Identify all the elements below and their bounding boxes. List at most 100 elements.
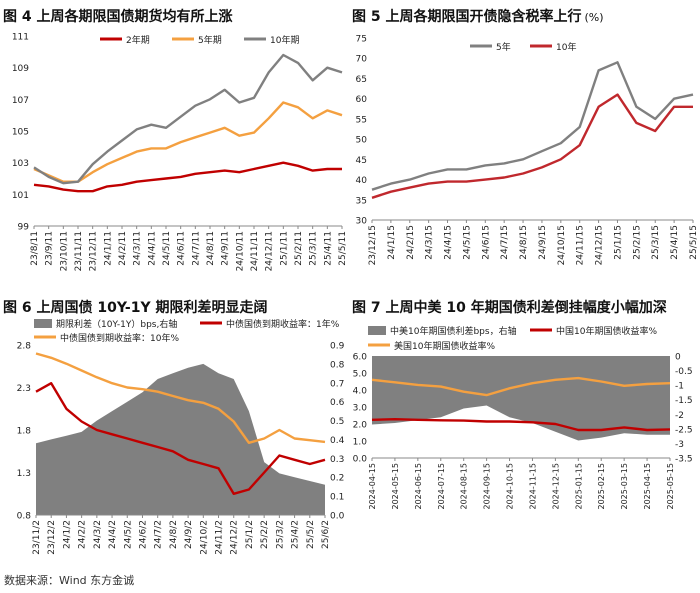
- fig7-legend-0-swatch: [368, 326, 386, 335]
- fig4-xtick-12: 24/8/11: [206, 231, 216, 266]
- fig6-xtick-16: 25/3/2: [275, 520, 285, 549]
- fig6-series-2-line: [35, 352, 326, 444]
- fig7-series-0-area: [372, 356, 670, 441]
- fig6-legend-2-label: 中债国债到期收益率：10年%: [60, 332, 179, 344]
- fig7-ytick-right-3: -3: [675, 440, 684, 450]
- fig5-xtick-17: 25/5/15: [689, 225, 699, 260]
- fig7-ytick-right-0: 0: [675, 353, 681, 363]
- fig4-xtick-8: 24/4/11: [147, 231, 157, 266]
- fig5-xtick-6: 24/6/15: [481, 225, 491, 260]
- fig4-ytick-103: 103: [12, 159, 29, 169]
- fig6-ytick-right-0-5: 0.5: [330, 417, 344, 427]
- fig6-ytick-right-0-4: 0.4: [330, 436, 345, 446]
- fig7-xtick-7: 2024-11-15: [528, 463, 537, 510]
- fig4-ytick-101: 101: [12, 191, 29, 201]
- fig6-xtick-17: 25/4/2: [291, 520, 301, 549]
- fig7-ytick-1-0: 1.0: [353, 438, 368, 448]
- fig4-series-2-line: [33, 53, 343, 185]
- fig7-ytick-6-0: 6.0: [353, 353, 368, 363]
- fig7-xtick-10: 2025-02-15: [597, 463, 606, 510]
- fig5-series-0-line: [371, 61, 694, 191]
- fig7-ytick-right-3-5: -3.5: [675, 455, 693, 465]
- fig4-xtick-4: 23/12/11: [89, 231, 99, 271]
- fig4-xtick-3: 23/11/11: [74, 231, 84, 271]
- fig5-xtick-2: 24/2/15: [406, 225, 416, 260]
- fig7-xtick-5: 2024-09-15: [483, 463, 492, 510]
- fig7-chart: 0.0 1.0 2.0 3.0 4.0 5.0 6.0 0 -0.5 -1 -1.5 -2 -2.5 -3…: [353, 325, 693, 510]
- fig4-xtick-2: 23/10/11: [59, 231, 69, 271]
- fig7-xtick-11: 2025-03-15: [620, 463, 629, 510]
- fig6-xtick-11: 24/10/2: [199, 520, 209, 555]
- fig6-xtick-13: 24/12/2: [230, 520, 240, 555]
- fig5-ytick-40: 40: [356, 176, 368, 186]
- fig4-xtick-0: 23/8/11: [30, 231, 40, 266]
- fig4-ytick-105: 105: [12, 128, 29, 138]
- fig6-legend-1-label: 中债国债到期收益率：1年%: [226, 318, 340, 330]
- fig5-xtick-5: 24/5/15: [462, 225, 472, 260]
- fig4-series-0-line: [33, 161, 342, 193]
- fig4-xtick-16: 24/12/11: [265, 231, 275, 271]
- fig7-legend-1-label: 中国10年期国债收益率%: [556, 325, 657, 337]
- fig5-xtick-13: 25/1/15: [613, 225, 623, 260]
- fig5-ytick-60: 60: [356, 95, 368, 105]
- fig5-title: 图 5 上周各期限国开债隐含税率上行 (%): [352, 6, 604, 26]
- fig6-ytick-right-0-2: 0.2: [330, 474, 344, 484]
- fig6-ytick-right-0-7: 0.7: [330, 379, 344, 389]
- fig5-ytick-45: 45: [356, 156, 367, 166]
- fig6-ytick-right-0-0: 0.0: [330, 512, 345, 522]
- fig4-series-1-line: [33, 101, 343, 183]
- fig5-xtick-9: 24/9/15: [538, 225, 548, 260]
- fig6-xtick-5: 24/4/2: [108, 520, 118, 549]
- fig7-series-2-line: [371, 376, 671, 397]
- fig7-series-1-line: [371, 418, 671, 432]
- fig4-xtick-1: 23/9/11: [45, 231, 55, 266]
- fig5-ytick-75: 75: [356, 35, 367, 45]
- fig4-ytick-111: 111: [12, 33, 29, 43]
- fig6-ytick-right-0-8: 0.8: [330, 360, 345, 370]
- fig4-xtick-6: 24/2/11: [118, 231, 128, 266]
- fig4-ytick-109: 109: [12, 64, 29, 74]
- fig6-xtick-2: 24/1/2: [62, 520, 72, 549]
- fig6-xtick-1: 23/12/2: [47, 520, 57, 555]
- fig7-xtick-0: 2024-04-15: [368, 463, 377, 510]
- fig5-ytick-65: 65: [356, 75, 367, 85]
- fig6-ytick-0-8: 0.8: [17, 512, 32, 522]
- fig7-xtick-6: 2024-10-15: [506, 463, 515, 510]
- fig6-xtick-10: 24/9/2: [184, 520, 194, 549]
- fig4-xtick-15: 24/11/11: [250, 231, 260, 271]
- fig7-xtick-8: 2024-12-15: [551, 463, 560, 510]
- fig7-xtick-12: 2025-04-15: [643, 463, 652, 510]
- fig6-ytick-2-3: 2.3: [17, 384, 31, 394]
- fig4-xtick-10: 24/6/11: [177, 231, 187, 266]
- fig7-title: 图 7 上周中美 10 年期国债利差倒挂幅度小幅加深: [352, 300, 667, 316]
- fig6-xtick-18: 25/5/2: [306, 520, 316, 549]
- fig5-xtick-8: 24/8/15: [519, 225, 529, 260]
- fig4-xtick-5: 24/1/11: [103, 231, 113, 266]
- fig6-legend-0-swatch: [34, 319, 52, 328]
- fig4-xtick-19: 25/3/11: [309, 231, 319, 266]
- fig6-xtick-3: 24/2/2: [78, 520, 88, 549]
- fig6-xtick-15: 25/2/2: [260, 520, 270, 549]
- fig4-xtick-13: 24/9/11: [221, 231, 231, 266]
- fig5-xtick-14: 25/2/15: [632, 225, 642, 260]
- fig5-xtick-7: 24/7/15: [500, 225, 510, 260]
- fig5-title-unit: (%): [584, 11, 604, 24]
- fig7-ytick-right-1: -1: [675, 382, 684, 392]
- fig7-ytick-right-2-5: -2.5: [675, 425, 693, 435]
- fig5-xtick-11: 24/11/15: [576, 225, 586, 265]
- fig5-xtick-15: 25/3/15: [651, 225, 661, 260]
- fig6-ytick-right-0-3: 0.3: [330, 455, 344, 465]
- fig4-xtick-18: 25/2/11: [294, 231, 304, 266]
- fig6-xtick-9: 24/8/2: [169, 520, 179, 549]
- fig5-xtick-10: 24/10/15: [557, 225, 567, 265]
- fig7-ytick-5-0: 5.0: [353, 370, 368, 380]
- fig5-ytick-30: 30: [356, 217, 368, 227]
- fig6-xtick-4: 24/3/2: [93, 520, 103, 549]
- fig4-ytick-99: 99: [18, 223, 30, 233]
- fig6-xtick-7: 24/6/2: [138, 520, 148, 549]
- fig7-xtick-2: 2024-06-15: [414, 463, 423, 510]
- fig6-xtick-0: 23/11/2: [32, 520, 42, 555]
- fig7-xtick-4: 2024-08-15: [460, 463, 469, 510]
- fig4-xtick-7: 24/3/11: [133, 231, 143, 266]
- fig7-xtick-13: 2025-05-15: [666, 463, 675, 510]
